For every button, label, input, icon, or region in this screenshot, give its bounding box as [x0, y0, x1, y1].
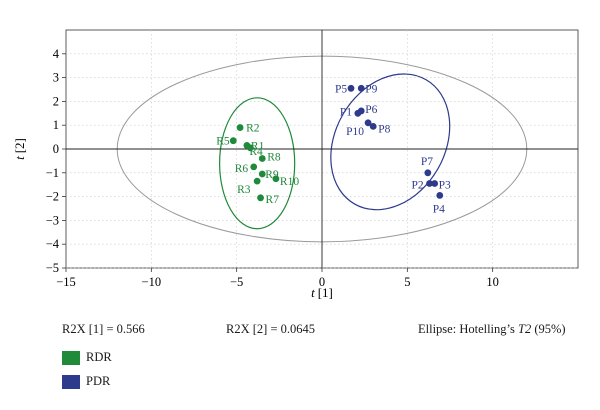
y-tick-label: 1 [53, 118, 59, 132]
ellipse-note-suffix: (95%) [531, 322, 566, 336]
legend-item-pdr: PDR [62, 374, 110, 389]
rdr-point-label: R9 [265, 169, 279, 181]
pdr-point [357, 84, 365, 92]
ellipse-note: Ellipse: Hotelling’s T2 (95%) [418, 322, 566, 337]
y-tick-label: 0 [53, 142, 59, 156]
rdr-point [258, 170, 266, 178]
pdr-point-label: P5 [335, 83, 347, 95]
rdr-point-label: R10 [280, 176, 299, 188]
rdr-point [257, 194, 264, 202]
y-tick-label: 4 [53, 47, 60, 61]
y-tick-label: −5 [46, 261, 59, 275]
pdr-point [426, 180, 433, 187]
x-tick-label: 0 [319, 275, 325, 289]
pdr-point [424, 169, 432, 177]
legend-label-rdr: RDR [86, 350, 112, 364]
x-tick-label: 10 [486, 275, 499, 289]
x-tick-label: −15 [56, 275, 76, 289]
rdr-group-ellipse [219, 97, 296, 230]
x-tick-label: −5 [230, 275, 243, 289]
pdr-point-label: P9 [365, 83, 377, 95]
pdr-point [436, 192, 444, 199]
ellipse-note-var: T2 [518, 322, 532, 336]
y-tick-label: −4 [46, 237, 60, 251]
y-tick-label: 2 [53, 94, 59, 108]
legend-swatch-pdr [62, 374, 80, 389]
pdr-point-label: P10 [346, 126, 364, 138]
rdr-point [250, 163, 258, 171]
pdr-point [364, 119, 372, 127]
x-tick-label: 5 [404, 275, 410, 289]
pdr-point [369, 122, 377, 130]
x-axis-title: t [1] [311, 285, 333, 300]
pdr-point [347, 84, 355, 92]
legend-label-pdr: PDR [86, 374, 111, 388]
r2x1-stat: R2X [1] = 0.566 [62, 322, 145, 336]
rdr-point [236, 124, 244, 131]
pdr-point-label: P1 [340, 106, 352, 118]
pdr-point-label: P7 [421, 156, 433, 168]
pdr-point-label: P8 [378, 123, 390, 135]
rdr-point [246, 144, 254, 152]
rdr-point-label: R5 [216, 136, 230, 148]
rdr-point [258, 155, 266, 162]
y-tick-label: −2 [46, 190, 59, 204]
pdr-point-label: P6 [365, 104, 377, 116]
y-tick-label: −1 [46, 166, 59, 180]
data-points [229, 84, 444, 202]
pdr-point-label: P3 [439, 180, 451, 192]
axes [66, 30, 578, 268]
y-tick-label: −3 [46, 213, 59, 227]
pdr-point [357, 107, 365, 115]
rdr-point [229, 137, 237, 145]
rdr-point-label: R3 [237, 184, 251, 196]
rdr-point-label: R1 [251, 140, 265, 152]
x-tick-label: −10 [142, 275, 162, 289]
rdr-point-label: R2 [246, 123, 260, 135]
legend-swatch-rdr [62, 350, 80, 365]
r2x2-stat: R2X [2] = 0.0645 [226, 322, 315, 336]
ellipse-note-prefix: Ellipse: Hotelling’s [418, 322, 518, 336]
pdr-point-label: P4 [433, 203, 445, 215]
rdr-point-label: R7 [266, 194, 280, 206]
rdr-point-label: R8 [267, 152, 281, 164]
rdr-point-label: R6 [235, 163, 249, 175]
rdr-point-label: R4 [249, 146, 263, 158]
pdr-point [431, 180, 439, 187]
rdr-point [253, 177, 261, 185]
rdr-point [272, 175, 280, 183]
y-axis-title: t[2] [12, 138, 27, 160]
y-tick-label: 3 [53, 71, 59, 85]
pdr-point-label: P2 [412, 180, 424, 192]
legend-item-rdr: RDR [62, 350, 112, 365]
